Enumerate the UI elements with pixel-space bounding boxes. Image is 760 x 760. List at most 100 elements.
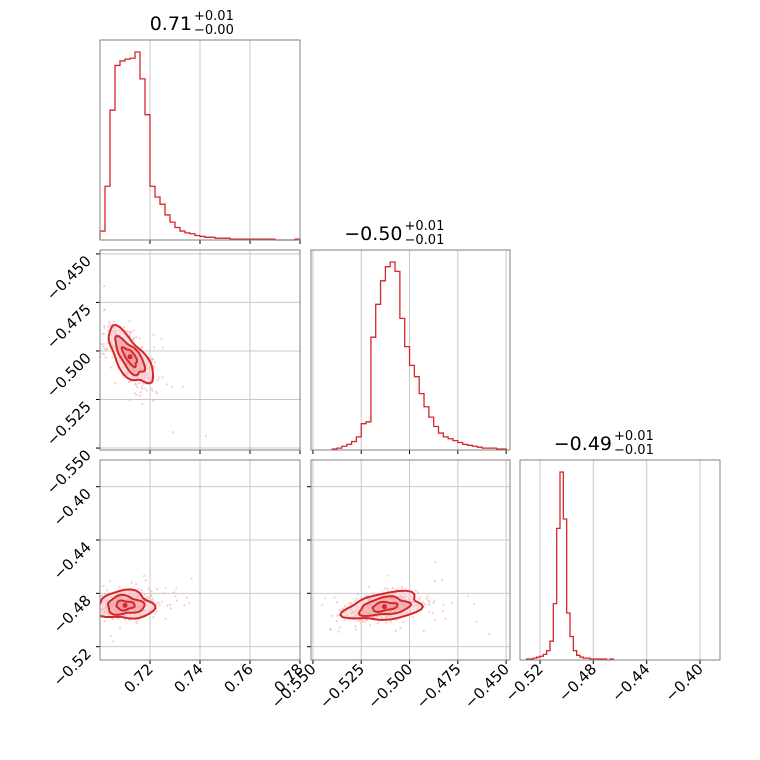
scatter-p2-vs-p0-point: [146, 596, 149, 599]
scatter-p2-vs-p0-point: [94, 596, 96, 598]
scatter-p2-vs-p1-point: [423, 603, 427, 606]
scatter-p2-vs-p0-point: [172, 591, 175, 594]
scatter-p2-vs-p1-point: [400, 586, 403, 589]
scatter-p2-vs-p1-center: [381, 604, 387, 610]
scatter-p2-vs-p1-point: [414, 589, 418, 592]
scatter-p1-vs-p0-point: [141, 346, 144, 349]
scatter-p2-vs-p0-point: [174, 595, 177, 598]
scatter-p1-vs-p0-point: [152, 333, 155, 336]
scatter-p2-vs-p0-point: [135, 582, 138, 586]
scatter-p2-vs-p1-point: [421, 601, 424, 604]
scatter-p2-vs-p1-point: [386, 587, 389, 590]
scatter-p1-vs-p0-point: [145, 389, 148, 392]
scatter-p2-vs-p1-point: [357, 619, 360, 622]
scatter-p2-vs-p0-point: [137, 588, 140, 591]
scatter-p2-vs-p1-point: [419, 596, 422, 599]
scatter-p1-vs-p0-point: [153, 346, 156, 349]
scatter-p1-vs-p0-point: [140, 387, 143, 390]
scatter-p2-vs-p1-point: [348, 602, 351, 605]
scatter-p2-vs-p1-point: [451, 602, 454, 605]
scatter-p2-vs-p0-point: [109, 635, 112, 638]
row2-ylabel-2: −0.48: [50, 591, 95, 636]
col0-xlabel-0: 0.72: [120, 660, 156, 696]
scatter-p1-vs-p0-point: [138, 381, 141, 385]
scatter-p1-vs-p0-point: [141, 403, 144, 406]
scatter-p2-vs-p1-point: [324, 597, 327, 600]
scatter-p2-vs-p0-point: [136, 619, 139, 622]
scatter-p2-vs-p1-point: [411, 616, 414, 619]
scatter-p2-vs-p1-point: [343, 604, 346, 608]
scatter-p2-vs-p1: [321, 560, 491, 635]
scatter-p2-vs-p0-point: [150, 595, 153, 598]
scatter-p2-vs-p0-point: [152, 615, 155, 619]
scatter-p1-vs-p0-point: [122, 325, 125, 329]
scatter-p2-vs-p1-point: [391, 587, 394, 590]
col2-xlabel-1: −0.48: [555, 660, 600, 705]
scatter-p2-vs-p1-point: [365, 619, 368, 622]
scatter-p2-vs-p1-point: [361, 620, 364, 623]
scatter-p1-vs-p0-center: [127, 354, 133, 360]
scatter-p2-vs-p0-point: [148, 596, 151, 599]
scatter-p2-vs-p1-point: [376, 622, 379, 625]
scatter-p2-vs-p0-point: [97, 601, 99, 603]
scatter-p2-vs-p1-point: [363, 620, 366, 624]
hist-param-1: [331, 261, 507, 450]
row1-ylabel-2: −0.500: [43, 349, 95, 401]
scatter-p1-vs-p0-point: [139, 394, 142, 397]
title-param-1-minus: −0.01: [405, 233, 445, 248]
scatter-p2-vs-p1-point: [335, 619, 338, 623]
row1-ylabel-1: −0.475: [43, 301, 95, 353]
scatter-p2-vs-p0-point: [165, 604, 169, 607]
title-param-1-value: −0.50: [344, 223, 402, 245]
panel-2-2-frame: [519, 459, 721, 661]
col1-xlabel-1: −0.525: [316, 660, 368, 712]
title-param-2-minus: −0.01: [614, 443, 654, 458]
scatter-p2-vs-p0-point: [169, 607, 172, 610]
scatter-p1-vs-p0-point: [135, 393, 138, 397]
scatter-p2-vs-p1-point: [488, 632, 491, 635]
scatter-p2-vs-p1-point: [433, 599, 436, 602]
scatter-p2-vs-p1-point: [369, 624, 372, 627]
scatter-p2-vs-p0-point: [156, 588, 159, 591]
scatter-p1-vs-p0-point: [129, 331, 132, 334]
scatter-p1-vs-p0-point: [110, 366, 113, 369]
scatter-p2-vs-p1-point: [330, 614, 333, 617]
scatter-p2-vs-p1-point: [356, 593, 359, 596]
scatter-p1-vs-p0-point: [133, 392, 136, 395]
scatter-p2-vs-p0-point: [103, 620, 106, 623]
scatter-p1-vs-p0-point: [128, 333, 131, 336]
scatter-p2-vs-p1-point: [359, 622, 362, 625]
scatter-p1-vs-p0-point: [128, 320, 131, 323]
scatter-p2-vs-p1-point: [329, 628, 332, 631]
scatter-p2-vs-p0-point: [135, 622, 138, 625]
scatter-p2-vs-p0-point: [118, 585, 121, 588]
grid-layer: [100, 40, 701, 660]
scatter-p2-vs-p0-point: [109, 579, 112, 582]
scatter-p1-vs-p0-point: [93, 299, 95, 301]
panel-2-1-frame: [310, 459, 511, 661]
scatter-p2-vs-p0-point: [102, 584, 105, 587]
scatter-p2-vs-p0-point: [95, 596, 97, 598]
scatter-p1-vs-p0-point: [103, 326, 106, 329]
scatter-p2-vs-p0-point: [190, 577, 193, 580]
scatter-p2-vs-p1-point: [372, 592, 375, 595]
scatter-p2-vs-p1-point: [422, 630, 425, 633]
scatter-p2-vs-p1-point: [354, 625, 357, 628]
scatter-p1-vs-p0-point: [161, 346, 164, 349]
scatter-p2-vs-p1-point: [321, 603, 324, 607]
scatter-p2-vs-p1-point: [395, 588, 398, 591]
scatter-p2-vs-p1-point: [360, 596, 363, 599]
scatter-p1-vs-p0-point: [152, 399, 155, 402]
scatter-p2-vs-p0-point: [94, 602, 96, 604]
scatter-p2-vs-p0-point: [100, 594, 103, 597]
scatter-p2-vs-p0-point: [104, 592, 107, 596]
scatter-p2-vs-p1-point: [434, 560, 437, 564]
scatter-p2-vs-p0-point: [124, 618, 127, 621]
title-param-0-value: 0.71: [150, 13, 192, 35]
scatter-p2-vs-p1-point: [338, 626, 341, 629]
scatter-p2-vs-p0-point: [87, 590, 89, 592]
scatter-p1-vs-p0-point: [156, 378, 159, 381]
scatter-p1-vs-p0-point: [101, 332, 104, 335]
col2-xlabel-2: −0.44: [608, 660, 653, 705]
